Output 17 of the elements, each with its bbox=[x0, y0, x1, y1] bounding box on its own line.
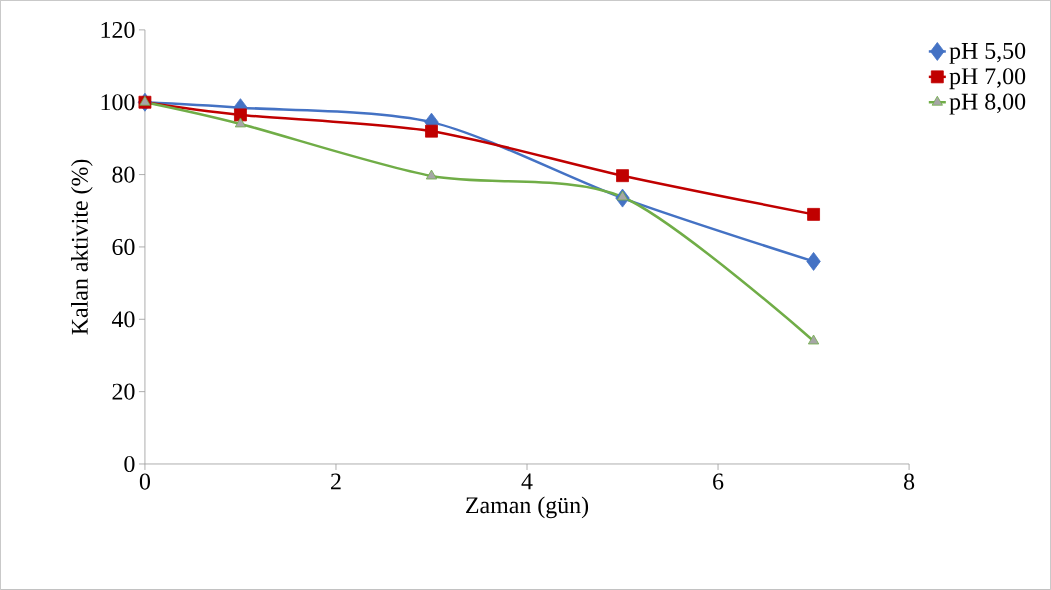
x-tick-label: 4 bbox=[521, 473, 533, 490]
x-tick-label: 8 bbox=[904, 473, 915, 490]
y-tick-label: 20 bbox=[112, 383, 135, 400]
legend-label: pH 7,00 bbox=[949, 68, 1026, 90]
y-tick-label: 100 bbox=[101, 94, 135, 111]
legend-label: pH 8,00 bbox=[949, 93, 1026, 115]
y-tick-label: 0 bbox=[124, 455, 135, 473]
y-tick-label: 40 bbox=[111, 311, 135, 328]
x-axis-title: Zaman (gün) bbox=[466, 496, 589, 519]
x-tick-label: 0 bbox=[139, 473, 150, 490]
y-tick-label: 80 bbox=[112, 166, 135, 183]
y-tick-label: 60 bbox=[112, 238, 135, 256]
x-tick-label: 6 bbox=[713, 473, 724, 490]
x-tick-label: 2 bbox=[331, 473, 341, 490]
y-tick-label: 120 bbox=[101, 21, 135, 39]
y-axis-title: Kalan aktivite (%) bbox=[71, 159, 93, 335]
legend-label: pH 5,50 bbox=[949, 42, 1026, 64]
